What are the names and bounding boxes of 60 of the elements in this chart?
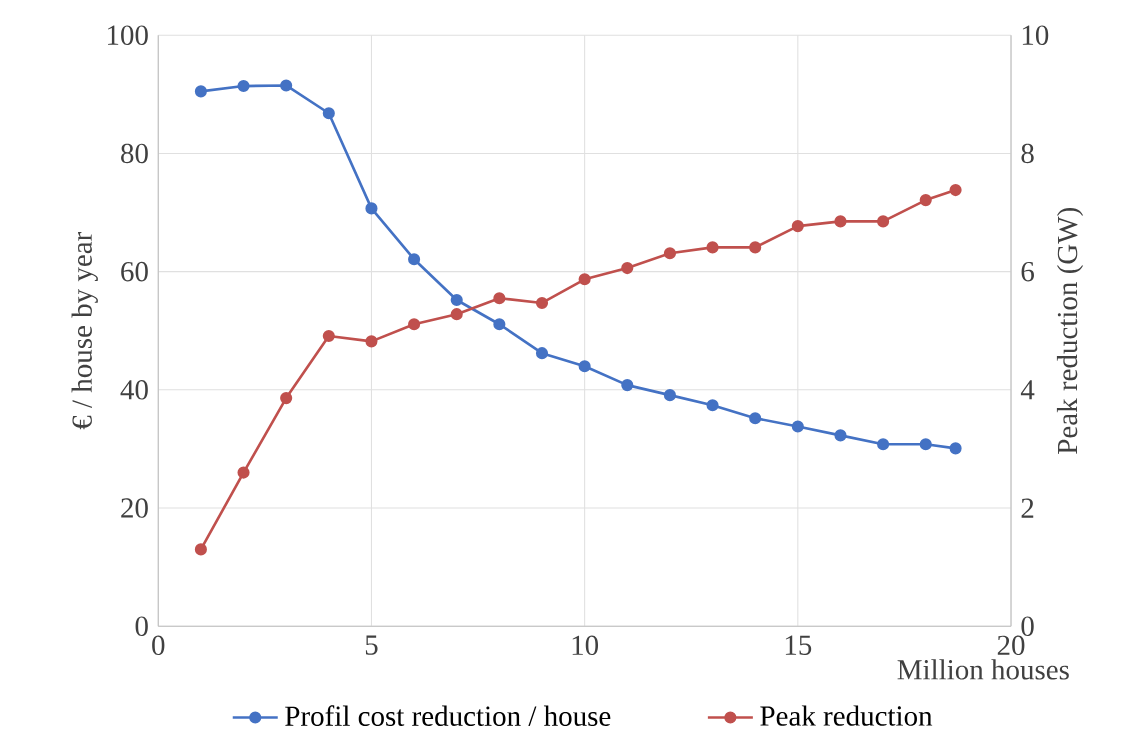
x-tick-label: 5: [365, 635, 378, 655]
point: [949, 442, 962, 455]
point: [749, 241, 762, 254]
point: [749, 412, 762, 425]
point: [365, 335, 378, 348]
point: [791, 420, 804, 433]
y2-tick-label: 0: [1021, 616, 1034, 637]
x-tick-label: 0: [152, 635, 165, 656]
point: [493, 318, 506, 331]
point: [237, 466, 250, 479]
y-tick-label: 60: [121, 261, 148, 282]
point: [877, 215, 890, 228]
point: [706, 399, 719, 412]
legend-label: Peak reduction: [760, 705, 933, 726]
x-tick-label: 20: [997, 635, 1025, 656]
point: [621, 262, 634, 275]
x-tick-label: 15: [785, 635, 812, 655]
point: [949, 184, 962, 197]
x-tick-label: 10: [572, 635, 599, 656]
y2-axis-title: Peak reduction (GW): [1056, 207, 1084, 454]
y-tick-label: 100: [108, 25, 148, 46]
y-tick-label: 20: [121, 498, 148, 518]
legend-label: Profil cost reduction / house: [285, 705, 611, 726]
point: [237, 80, 250, 93]
point: [919, 438, 932, 451]
y-axis-title: € / house by year: [71, 231, 98, 430]
point: [280, 392, 293, 405]
point: [834, 429, 847, 442]
point: [834, 215, 847, 228]
y2-tick-label: 8: [1021, 143, 1034, 164]
point: [408, 318, 421, 331]
y2-tick-label: 4: [1020, 380, 1035, 400]
y-tick-label: 0: [135, 616, 148, 637]
y2-tick-label: 10: [1022, 25, 1049, 46]
point: [919, 194, 932, 207]
point: [578, 360, 591, 373]
point: [621, 379, 634, 392]
point: [280, 79, 293, 92]
point: [322, 107, 335, 120]
point: [791, 220, 804, 233]
point: [194, 543, 207, 556]
point: [408, 253, 421, 266]
y2-tick-label: 6: [1021, 261, 1034, 282]
point: [450, 293, 463, 307]
point: [706, 241, 719, 254]
y-tick-label: 80: [121, 143, 148, 164]
point: [535, 296, 549, 310]
point: [493, 292, 506, 305]
y-tick-label: 40: [120, 380, 148, 400]
point: [365, 202, 378, 215]
point: [663, 247, 676, 260]
point: [194, 85, 207, 98]
y2-tick-label: 2: [1021, 498, 1034, 518]
point: [663, 389, 676, 402]
x-axis-title: Million houses: [897, 659, 1069, 680]
point: [578, 273, 591, 286]
point: [322, 329, 335, 343]
point: [450, 308, 463, 321]
point: [535, 347, 549, 360]
point: [877, 438, 890, 451]
